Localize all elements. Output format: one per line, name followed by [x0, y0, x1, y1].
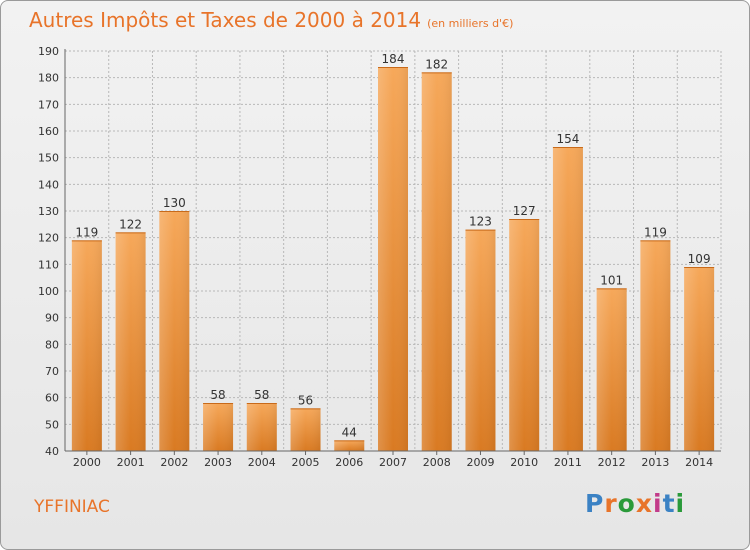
data-label: 154	[556, 132, 579, 146]
y-tick-label: 40	[45, 445, 59, 458]
bar-shading	[203, 403, 234, 451]
x-tick-label: 2013	[641, 456, 669, 469]
data-label: 123	[469, 215, 492, 229]
data-label: 44	[342, 425, 357, 439]
logo-letter: r	[604, 489, 618, 518]
x-tick-label: 2011	[554, 456, 582, 469]
x-tick-label: 2003	[204, 456, 232, 469]
x-tick-label: 2004	[248, 456, 276, 469]
y-tick-label: 160	[38, 125, 59, 138]
logo-letter: t	[662, 489, 676, 518]
data-label: 58	[254, 388, 269, 402]
bar-shading	[509, 219, 540, 451]
logo-letter: i	[653, 489, 663, 518]
city-label: YFFINIAC	[34, 497, 110, 517]
data-label: 58	[210, 388, 225, 402]
chart-title-text: Autres Impôts et Taxes de 2000 à 2014	[29, 8, 422, 32]
x-tick-label: 2006	[335, 456, 363, 469]
data-label: 109	[688, 252, 711, 266]
x-tick-label: 2012	[598, 456, 626, 469]
data-label: 182	[425, 57, 448, 71]
logo-letter: i	[675, 489, 686, 518]
y-tick-label: 140	[38, 178, 59, 191]
data-label: 184	[382, 52, 405, 66]
chart-title: Autres Impôts et Taxes de 2000 à 2014 (en…	[29, 8, 513, 32]
logo-letter: o	[617, 489, 636, 518]
bar-shading	[290, 408, 321, 451]
x-tick-label: 2002	[160, 456, 188, 469]
data-label: 122	[119, 217, 142, 231]
bar-shading	[334, 440, 365, 451]
logo-letter: x	[635, 489, 653, 518]
y-tick-label: 130	[38, 205, 59, 218]
y-tick-label: 120	[38, 232, 59, 245]
bar-shading	[159, 211, 190, 451]
bar-shading	[684, 267, 715, 451]
bar-shading	[71, 240, 102, 451]
logo-letter: P	[585, 489, 605, 518]
data-label: 130	[163, 196, 186, 210]
y-tick-label: 60	[45, 392, 59, 405]
data-label: 127	[513, 204, 536, 218]
x-tick-label: 2005	[292, 456, 320, 469]
y-tick-label: 170	[38, 98, 59, 111]
data-label: 101	[600, 273, 623, 287]
bar-shading	[552, 147, 583, 451]
y-tick-label: 180	[38, 72, 59, 85]
x-tick-label: 2008	[423, 456, 451, 469]
bar-shading	[246, 403, 277, 451]
bar-shading	[421, 72, 452, 451]
data-label: 119	[75, 225, 98, 239]
y-tick-label: 80	[45, 338, 59, 351]
bar-layer	[71, 67, 715, 451]
axis-layer: 40 50 60 70 80 90 100 110 120 130 140 150 160 170 180 1…	[38, 45, 721, 469]
x-tick-label: 2007	[379, 456, 407, 469]
bar-shading	[378, 67, 408, 451]
y-tick-label: 50	[45, 418, 59, 431]
data-label: 119	[644, 225, 667, 239]
bar-shading	[596, 288, 627, 451]
bar-shading	[115, 232, 146, 451]
data-label: 56	[298, 393, 313, 407]
y-tick-label: 190	[38, 45, 59, 58]
x-tick-label: 2009	[466, 456, 494, 469]
proxiti-logo: Proxiti	[585, 489, 685, 518]
bar-shading	[640, 240, 671, 451]
y-tick-label: 150	[38, 152, 59, 165]
y-tick-label: 100	[38, 285, 59, 298]
bar-shading	[465, 229, 496, 451]
chart-unit: (en milliers d'€)	[427, 17, 514, 30]
x-tick-label: 2000	[73, 456, 101, 469]
x-tick-label: 2001	[117, 456, 145, 469]
y-tick-label: 70	[45, 365, 59, 378]
y-tick-label: 90	[45, 312, 59, 325]
x-tick-label: 2014	[685, 456, 713, 469]
x-tick-label: 2010	[510, 456, 538, 469]
y-tick-label: 110	[38, 258, 59, 271]
